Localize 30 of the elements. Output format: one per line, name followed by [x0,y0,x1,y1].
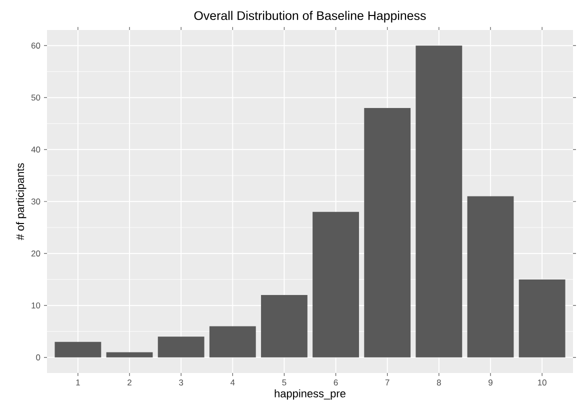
bar [158,336,204,358]
x-tick-label: 1 [76,380,80,386]
bar [518,279,566,358]
x-tick-label: 2 [128,380,132,386]
bar [364,108,411,358]
y-axis-title: # of participants [16,163,26,240]
x-axis-title: happiness_pre [274,389,346,400]
bar [54,342,102,358]
x-tick-label: 5 [282,380,286,386]
bar [416,46,462,358]
chart-title: Overall Distribution of Baseline Happiness [194,10,426,22]
bar [312,212,359,358]
y-tick-label: 50 [31,94,40,101]
bar [261,295,308,358]
x-tick-label: 10 [538,380,546,386]
y-tick-label: 30 [31,198,40,204]
y-tick-label: 0 [36,354,40,360]
bar [106,352,153,358]
y-tick-label: 60 [31,42,40,49]
x-tick-label: 7 [385,380,390,386]
bar [209,326,256,358]
y-tick-label: 10 [32,302,40,308]
y-tick-label: 20 [31,250,40,256]
x-tick-label: 8 [436,380,441,386]
x-tick-label: 6 [334,380,338,386]
x-tick-label: 3 [179,380,184,386]
bar [467,196,514,358]
y-tick-label: 40 [31,146,40,153]
x-tick-label: 4 [230,380,235,386]
x-tick-label: 9 [488,380,492,386]
